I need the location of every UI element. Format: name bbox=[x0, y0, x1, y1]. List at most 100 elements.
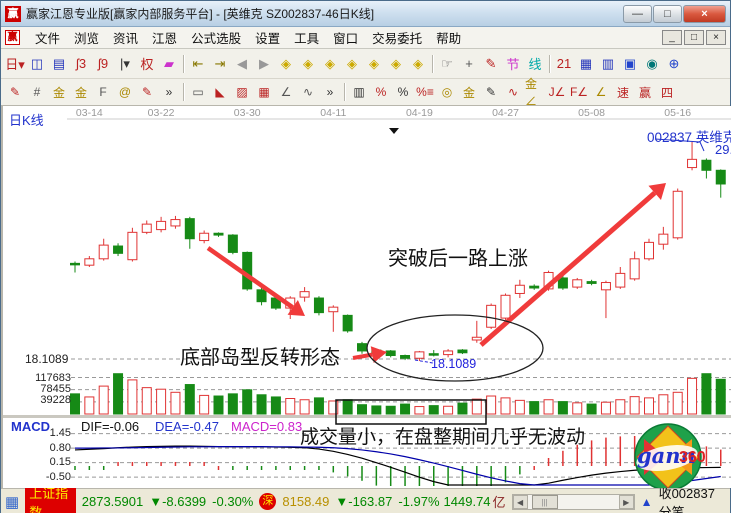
volume-bar bbox=[313, 397, 324, 415]
first-bar-icon[interactable]: ⇤ bbox=[192, 55, 204, 71]
notes-icon[interactable]: ▥ bbox=[601, 55, 615, 71]
pan-hand-icon[interactable]: ☞ bbox=[441, 55, 453, 71]
wave-red-icon[interactable]: ∿ bbox=[507, 85, 519, 99]
fibonacci-icon[interactable]: F bbox=[99, 85, 107, 99]
diamond-compress-icon[interactable]: ◈ bbox=[369, 55, 379, 71]
diamond-expand-icon[interactable]: ◈ bbox=[347, 55, 357, 71]
kline-chart[interactable]: 03-14 03-22 03-30 04-11 04-19 04-27 05-08 05-16 bbox=[3, 106, 731, 488]
candle bbox=[170, 219, 181, 227]
scroll-left-arrow[interactable]: ◀ bbox=[512, 494, 528, 509]
next-bar-icon[interactable]: ▶ bbox=[259, 55, 269, 71]
diamond-right-icon[interactable]: ◈ bbox=[303, 55, 313, 71]
grid-tool-icon[interactable]: # bbox=[33, 85, 41, 99]
candle bbox=[328, 306, 339, 313]
crosshair-icon[interactable]: + bbox=[465, 56, 473, 71]
segment-tool-icon[interactable]: 节 bbox=[506, 57, 520, 72]
macd-hist-value: MACD=0.83 bbox=[231, 419, 303, 434]
line-tool-icon[interactable]: 线 bbox=[528, 57, 542, 72]
gold-grid-icon[interactable]: 金 bbox=[74, 85, 87, 100]
marker-pen-icon[interactable]: ✎ bbox=[141, 85, 153, 99]
measure-pen-icon[interactable]: ✎ bbox=[485, 55, 497, 71]
menu-item-交易委托[interactable]: 交易委托 bbox=[372, 32, 423, 46]
f-line-icon[interactable]: F∠ bbox=[569, 85, 589, 99]
spiral-icon[interactable]: @ bbox=[118, 85, 132, 99]
menu-item-文件[interactable]: 文件 bbox=[35, 32, 61, 46]
candle bbox=[586, 281, 597, 284]
diamond-left-icon[interactable]: ◈ bbox=[281, 55, 291, 71]
sz-market-icon[interactable]: 深 bbox=[259, 493, 277, 510]
j-line-icon[interactable]: J∠ bbox=[548, 85, 566, 99]
menu-item-江恩[interactable]: 江恩 bbox=[152, 32, 178, 46]
prev-bar-icon[interactable]: ◀ bbox=[237, 55, 247, 71]
angle-tool-icon[interactable]: ∠ bbox=[280, 85, 292, 99]
candle bbox=[572, 279, 583, 288]
volume-bar bbox=[385, 405, 396, 415]
info-list-icon[interactable]: ▤ bbox=[52, 55, 66, 71]
diamond-center-icon[interactable]: ◈ bbox=[391, 55, 401, 71]
gann-box-icon[interactable]: ▨ bbox=[236, 85, 248, 99]
macd-axis-label: -0.50 bbox=[45, 471, 71, 483]
percent-icon[interactable]: % bbox=[397, 85, 409, 99]
quote-table-icon[interactable]: ▦ bbox=[5, 493, 20, 511]
color-volume-icon[interactable]: ▰ bbox=[164, 55, 174, 71]
volume-bar bbox=[98, 385, 109, 415]
diamond-back-icon[interactable]: ◈ bbox=[325, 55, 335, 71]
dif-line bbox=[74, 445, 721, 486]
menu-item-工具[interactable]: 工具 bbox=[294, 32, 320, 46]
more-tools-chevron-2[interactable]: » bbox=[326, 85, 334, 99]
percent-retrace-icon[interactable]: % bbox=[375, 85, 387, 99]
mdi-restore-button[interactable]: □ bbox=[684, 30, 704, 45]
menu-item-帮助[interactable]: 帮助 bbox=[436, 32, 462, 46]
maximize-button[interactable]: □ bbox=[653, 4, 682, 23]
brush-icon[interactable]: ✎ bbox=[9, 85, 21, 99]
last-bar-icon[interactable]: ⇥ bbox=[214, 55, 226, 71]
date-axis: 03-14 03-22 03-30 04-11 04-19 04-27 05-08 05-16 bbox=[76, 107, 691, 119]
scrollbar-thumb[interactable]: ||| bbox=[531, 494, 558, 509]
gold-line-icon[interactable]: 金 bbox=[462, 85, 475, 100]
rect-tool-icon[interactable]: ▭ bbox=[192, 85, 204, 99]
gold-ray-icon[interactable]: ∠ bbox=[595, 85, 607, 99]
save-icon[interactable]: ▣ bbox=[623, 55, 637, 71]
win-line-icon[interactable]: 赢 bbox=[638, 85, 651, 100]
wave-tool-icon[interactable]: ∿ bbox=[302, 85, 314, 99]
menu-item-浏览[interactable]: 浏览 bbox=[74, 32, 100, 46]
period-day-dropdown[interactable]: 日▾ bbox=[5, 57, 25, 72]
gold-section-icon[interactable]: 金 bbox=[52, 85, 65, 100]
ma9-icon[interactable]: ʃ9 bbox=[97, 56, 109, 71]
menu-item-设置[interactable]: 设置 bbox=[255, 32, 281, 46]
tick-panel-label[interactable]: 收002837分笔 bbox=[658, 485, 715, 513]
menu-item-窗口[interactable]: 窗口 bbox=[333, 32, 359, 46]
gann-fan-icon[interactable]: ◣ bbox=[215, 85, 225, 99]
scroll-right-arrow[interactable]: ▶ bbox=[618, 494, 634, 509]
volume-bar bbox=[70, 393, 80, 415]
candle bbox=[443, 350, 454, 356]
menu-item-公式选股[interactable]: 公式选股 bbox=[191, 32, 242, 46]
mdi-close-button[interactable]: × bbox=[706, 30, 726, 45]
more-tools-chevron[interactable]: » bbox=[165, 85, 173, 99]
trade-link-icon[interactable]: ⊕ bbox=[668, 55, 680, 71]
stats-icon[interactable]: ▥ bbox=[353, 85, 365, 99]
minimize-button[interactable]: — bbox=[623, 4, 652, 23]
chart-window-icon[interactable]: ◫ bbox=[30, 55, 44, 71]
chart-horizontal-scrollbar[interactable]: ◀ ||| ▶ bbox=[511, 493, 635, 510]
ma3-icon[interactable]: ʃ3 bbox=[75, 56, 87, 71]
arrow-brush-icon[interactable]: ✎ bbox=[485, 85, 497, 99]
percent-line-icon[interactable]: %≡ bbox=[416, 85, 434, 99]
diamond-full-icon[interactable]: ◈ bbox=[413, 55, 423, 71]
mdi-minimize-button[interactable]: _ bbox=[662, 30, 682, 45]
title-bar[interactable]: 赢 赢家江恩专业版[赢家内部服务平台] - [英维克 SZ002837-46日K… bbox=[1, 1, 730, 27]
four-line-icon[interactable]: 四 bbox=[660, 85, 673, 100]
fuquan-icon[interactable]: 权 bbox=[140, 57, 154, 72]
close-button[interactable]: × bbox=[683, 4, 726, 23]
toolbar-separator bbox=[549, 54, 550, 73]
gold-circle-icon[interactable]: ◎ bbox=[441, 85, 453, 99]
calculator-icon[interactable]: ▦ bbox=[579, 55, 593, 71]
candle-style-dropdown[interactable]: |▾ bbox=[120, 55, 130, 71]
speed-line-icon[interactable]: 速 bbox=[616, 85, 629, 100]
capture-icon[interactable]: ◉ bbox=[646, 55, 658, 71]
gold-angle-icon[interactable]: 金∠ bbox=[525, 77, 538, 108]
gann-grid-icon[interactable]: ▦ bbox=[258, 85, 270, 99]
sh-index-pct: -0.30% bbox=[212, 494, 254, 509]
calendar-21-icon[interactable]: 21 bbox=[556, 56, 572, 71]
menu-item-资讯[interactable]: 资讯 bbox=[113, 32, 139, 46]
